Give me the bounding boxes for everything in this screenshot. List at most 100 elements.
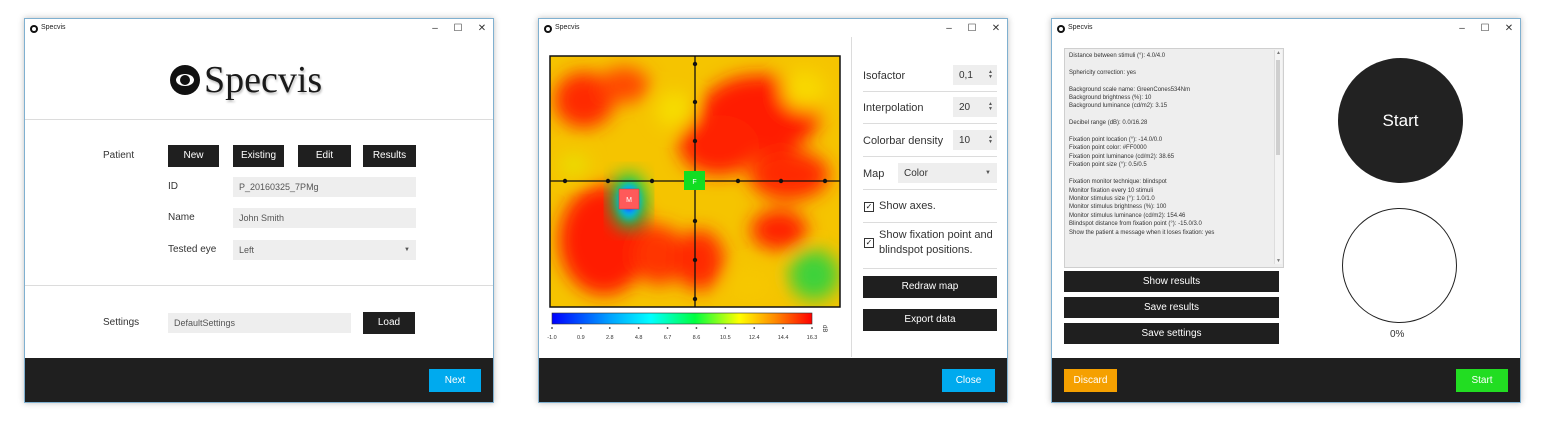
window-title: Specvis [41, 24, 66, 31]
discard-button[interactable]: Discard [1064, 369, 1117, 392]
separator [863, 189, 997, 190]
map-label: Map [863, 168, 885, 180]
spinner-arrows-icon[interactable]: ▲ ▼ [988, 101, 993, 112]
start-button[interactable]: Start [1456, 369, 1508, 392]
fixation-marker [684, 171, 705, 190]
scroll-up-icon[interactable]: ▲ [1276, 50, 1281, 56]
id-field[interactable]: P_20160325_7PMg [233, 177, 416, 197]
window-title: Specvis [555, 24, 580, 31]
scroll-thumb[interactable] [1276, 60, 1280, 155]
show-axes-label: Show axes. [879, 200, 936, 212]
tested-eye-label: Tested eye [168, 244, 217, 255]
show-results-button[interactable]: Show results [1064, 271, 1279, 292]
colorbar-tick-label: 14.4 [778, 335, 789, 341]
settings-field[interactable]: DefaultSettings [168, 313, 351, 333]
footer-bar: Next [25, 358, 493, 402]
colorbar-tick-mark [753, 327, 756, 329]
minimize-icon[interactable]: – [1459, 23, 1465, 34]
separator [863, 222, 997, 223]
colorbar-tick-mark [579, 327, 582, 329]
app-logo-icon [1057, 25, 1065, 33]
log-line [1069, 60, 1269, 68]
export-data-button[interactable]: Export data [863, 309, 997, 331]
log-line [1069, 170, 1269, 178]
maximize-icon[interactable]: ☐ [967, 23, 977, 34]
interpolation-spinner[interactable]: 20 ▲ ▼ [953, 97, 997, 117]
interpolation-label: Interpolation [863, 102, 924, 114]
log-line: Decibel range (dB): 0.0/16.28 [1069, 120, 1148, 127]
load-button[interactable]: Load [363, 312, 415, 334]
name-field[interactable]: John Smith [233, 208, 416, 228]
colorbar-tick-label: 6.7 [664, 335, 672, 341]
settings-log-text: Distance between stimuli (°): 4.0/4.0 Sp… [1069, 52, 1269, 237]
map-select[interactable]: Color ▼ [898, 163, 997, 183]
log-line [1069, 111, 1269, 119]
redraw-map-button[interactable]: Redraw map [863, 276, 997, 298]
minimize-icon[interactable]: – [946, 23, 952, 34]
save-results-button[interactable]: Save results [1064, 297, 1279, 318]
colorbar-tick-label: 2.8 [606, 335, 614, 341]
log-line: Monitor stimulus brightness (%): 100 [1069, 204, 1167, 211]
log-line: Show the patient a message when it loses… [1069, 229, 1215, 236]
show-fixation-label-line2: blindspot positions. [879, 244, 973, 256]
log-line: Monitor fixation every 10 stimuli [1069, 187, 1154, 194]
specvis-logo: Specvis [170, 55, 322, 105]
close-button[interactable]: Close [942, 369, 995, 392]
interpolation-value: 20 [959, 101, 971, 113]
tested-eye-select[interactable]: Left ▼ [233, 240, 416, 260]
log-line: Monitor stimulus size (°): 1.0/1.0 [1069, 195, 1155, 202]
title-bar: Specvis – ☐ ✕ [1052, 19, 1520, 39]
log-line: Distance between stimuli (°): 4.0/4.0 [1069, 53, 1166, 59]
colorbar-tick-mark [782, 327, 785, 329]
eye-logo-icon [170, 65, 200, 95]
footer-bar: Close [539, 358, 1007, 402]
separator [863, 91, 997, 92]
separator-bottom [25, 285, 493, 286]
log-line: Monitor stimulus luminance (cd/m2): 154.… [1069, 212, 1186, 219]
colorbar-unit: dB [821, 325, 827, 332]
log-line: Background scale name: GreenCones534Nm [1069, 86, 1191, 93]
scrollbar[interactable]: ▲ ▼ [1274, 50, 1282, 264]
colorbar-tick-label: -1.0 [547, 335, 556, 341]
maximize-icon[interactable]: ☐ [453, 23, 463, 34]
app-logo-icon [544, 25, 552, 33]
show-fixation-label-line1: Show fixation point and [879, 229, 993, 241]
start-circle-button[interactable]: Start [1338, 58, 1463, 183]
vertical-divider [851, 37, 852, 357]
name-label: Name [168, 212, 195, 223]
progress-percent: 0% [1390, 329, 1405, 340]
footer-bar: Discard Start [1052, 358, 1520, 402]
colorbar: -1.0 0.9 2.8 4.8 6.7 8.6 10.5 12.4 14.4 16.3 dB [547, 312, 827, 341]
existing-button[interactable]: Existing [233, 145, 284, 167]
results-button[interactable]: Results [363, 145, 416, 167]
chevron-down-icon: ▼ [404, 247, 410, 253]
next-button[interactable]: Next [429, 369, 481, 392]
show-fixation-checkbox[interactable]: ✓ [864, 238, 874, 248]
isofactor-spinner[interactable]: 0,1 ▲ ▼ [953, 65, 997, 85]
spinner-arrows-icon[interactable]: ▲ ▼ [988, 134, 993, 145]
fixation-marker-label: F [692, 179, 696, 186]
colorbar-density-label: Colorbar density [863, 135, 944, 147]
colorbar-density-value: 10 [959, 134, 971, 146]
id-label: ID [168, 181, 178, 192]
app-logo-icon [30, 25, 38, 33]
new-button[interactable]: New [168, 145, 219, 167]
log-line: Background luminance (cd/m2): 3.15 [1069, 103, 1168, 110]
close-icon[interactable]: ✕ [991, 23, 1001, 34]
maximize-icon[interactable]: ☐ [1480, 23, 1490, 34]
scroll-down-icon[interactable]: ▼ [1276, 258, 1281, 264]
spinner-arrows-icon[interactable]: ▲ ▼ [988, 69, 993, 80]
close-icon[interactable]: ✕ [477, 23, 487, 34]
colorbar-tick-mark [811, 327, 813, 329]
colorbar-density-spinner[interactable]: 10 ▲ ▼ [953, 130, 997, 150]
show-axes-checkbox[interactable]: ✓ [864, 202, 874, 212]
minimize-icon[interactable]: – [432, 23, 438, 34]
colorbar-tick-label: 16.3 [807, 335, 818, 341]
close-icon[interactable]: ✕ [1504, 23, 1514, 34]
save-settings-button[interactable]: Save settings [1064, 323, 1279, 344]
log-line: Background brightness (%): 10 [1069, 95, 1152, 102]
edit-button[interactable]: Edit [298, 145, 351, 167]
colorbar-tick-label: 10.5 [720, 335, 731, 341]
title-bar: Specvis – ☐ ✕ [539, 19, 1007, 39]
settings-log-panel[interactable]: Distance between stimuli (°): 4.0/4.0 Sp… [1064, 48, 1284, 268]
